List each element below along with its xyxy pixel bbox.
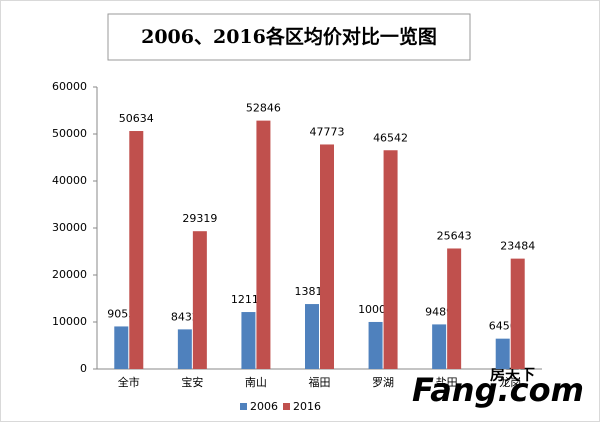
x-tick-label: 罗湖 [372,376,394,389]
watermark: Fang.com [412,371,584,409]
bar [368,321,383,369]
y-tick-label: 30000 [52,221,87,234]
data-label: 47773 [310,125,345,138]
bar [383,150,398,369]
data-label: 9055 [107,307,135,320]
x-tick-label: 福田 [309,375,331,389]
data-label: 52846 [246,102,281,115]
y-tick-label: 20000 [52,268,87,281]
bar [129,131,144,369]
bar [447,248,462,369]
bar [510,258,525,369]
bar [241,312,256,369]
bar [177,329,192,369]
data-label: 46542 [373,131,408,144]
data-label: 8432 [171,310,199,323]
title-box [107,13,471,61]
x-tick-label: 宝安 [181,375,203,389]
legend-label: 2006 [250,400,278,413]
bar [495,338,510,369]
y-tick-label: 0 [80,362,87,375]
x-tick-label: 全市 [118,375,140,389]
watermark: 房天下 [490,366,535,384]
x-tick-label: 盐田 [436,376,458,389]
bar [256,120,271,369]
data-label: 23484 [500,240,535,253]
bar [192,231,207,369]
legend-label: 2016 [293,400,321,413]
legend-swatch [240,403,247,410]
bar [320,144,334,369]
chart-title: 2006、2016各区均价对比一览图 [141,25,437,48]
legend-swatch [283,403,290,410]
bar [114,326,129,369]
y-tick-label: 60000 [52,80,87,93]
y-tick-label: 10000 [52,315,87,328]
data-label: 50634 [119,112,154,125]
data-label: 9489 [425,305,453,318]
data-label: 25643 [437,229,472,242]
x-tick-label: 南山 [245,376,267,389]
data-label: 29319 [182,212,217,225]
data-label: 6456 [489,320,517,333]
y-tick-label: 40000 [52,174,87,187]
bar [305,304,319,369]
bar [432,324,447,369]
y-tick-label: 50000 [52,127,87,140]
x-tick-label: 龙岗 [499,376,521,389]
